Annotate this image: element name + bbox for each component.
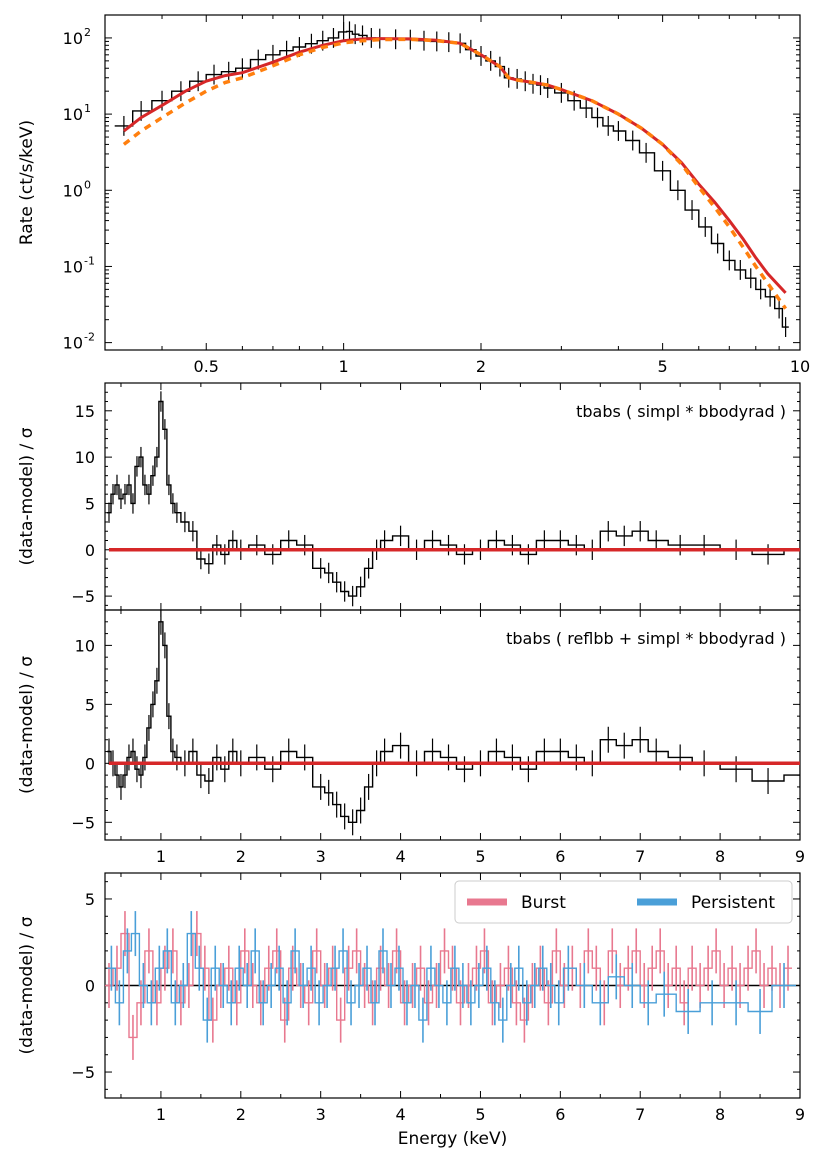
y-tick-exponent: 0 <box>84 178 91 191</box>
y-tick-exponent: -2 <box>84 331 95 344</box>
x-tick-label: 0.5 <box>194 357 219 376</box>
y-tick-exponent: 2 <box>84 26 91 39</box>
y-tick-label: 15 <box>75 402 95 421</box>
y-tick-label: 10 <box>63 257 83 276</box>
persistent-series <box>107 911 796 1043</box>
x-tick-label: 8 <box>715 847 725 866</box>
data-series <box>107 610 800 836</box>
y-axis-label: (data-model) / σ <box>17 427 37 565</box>
x-tick-label: 3 <box>316 847 326 866</box>
legend-label: Burst <box>521 893 566 913</box>
x-tick-label: 3 <box>316 1105 326 1124</box>
y-axis-label: (data-model) / σ <box>17 656 37 794</box>
y-tick-label: 10 <box>63 29 83 48</box>
data-series <box>107 391 800 607</box>
y-tick-label: 10 <box>63 334 83 353</box>
residuals-panel-2: 1 2 3 4 5 6 7 8 9 −5 0 5 10 (data-model) / σ tbabs ( r… <box>17 609 805 866</box>
model-annotation: tbabs ( reflbb + simpl * bbodyrad ) <box>506 629 786 648</box>
y-tick-exponent: 1 <box>84 102 91 115</box>
residuals-panel-3: 1 2 3 4 5 6 7 8 9 −5 0 5 (data-model) / σ Energy (keV… <box>17 872 805 1149</box>
legend-box <box>454 880 793 924</box>
x-tick-label: 2 <box>236 1105 246 1124</box>
x-tick-label: 5 <box>658 357 668 376</box>
x-tick-label: 5 <box>475 847 485 866</box>
y-tick-label: 5 <box>85 494 95 513</box>
x-tick-label: 9 <box>795 1105 805 1124</box>
residuals-panel-1: −5 0 5 10 15 (data-model) / σ tbabs ( simpl * … <box>17 382 801 611</box>
y-tick-label: 10 <box>75 636 95 655</box>
y-axis-label: (data-model) / σ <box>17 916 37 1054</box>
data-steps <box>107 621 800 823</box>
x-tick-label: 7 <box>635 847 645 866</box>
y-tick-label: 0 <box>85 754 95 773</box>
y-tick-label: 5 <box>85 695 95 714</box>
y-tick-label: −5 <box>71 813 95 832</box>
data-steps <box>107 400 800 597</box>
x-tick-label: 1 <box>156 847 166 866</box>
x-tick-label: 1 <box>156 1105 166 1124</box>
plot-frame <box>104 14 801 351</box>
data-series <box>114 21 789 337</box>
x-tick-label: 4 <box>395 1105 405 1124</box>
x-tick-label: 2 <box>476 357 486 376</box>
plot-frame <box>104 609 801 841</box>
data-steps <box>114 30 789 328</box>
x-tick-label: 7 <box>635 1105 645 1124</box>
y-axis-label: Rate (ct/s/keV) <box>17 120 37 245</box>
model-curve <box>122 37 787 294</box>
residual-steps <box>107 932 796 1021</box>
y-tick-label: 5 <box>85 890 95 909</box>
x-axis-label: Energy (keV) <box>398 1129 508 1149</box>
legend-label: Persistent <box>691 893 775 913</box>
x-tick-label: 6 <box>555 1105 565 1124</box>
y-tick-label: 10 <box>63 181 83 200</box>
x-tick-label: 5 <box>475 1105 485 1124</box>
y-tick-label: 0 <box>85 541 95 560</box>
x-tick-label: 6 <box>555 847 565 866</box>
x-tick-label: 1 <box>339 357 349 376</box>
x-tick-label: 4 <box>395 847 405 866</box>
x-tick-label: 10 <box>790 357 810 376</box>
y-tick-label: −5 <box>71 587 95 606</box>
model-curve-dashed <box>122 37 788 310</box>
legend: Burst Persistent <box>454 880 793 924</box>
y-tick-label: 10 <box>63 105 83 124</box>
x-tick-label: 9 <box>795 847 805 866</box>
y-tick-exponent: -1 <box>84 254 95 267</box>
y-tick-label: −5 <box>71 1063 95 1082</box>
y-tick-label: 0 <box>85 977 95 996</box>
y-tick-label: 10 <box>75 448 95 467</box>
x-tick-label: 8 <box>715 1105 725 1124</box>
x-tick-label: 2 <box>236 847 246 866</box>
model-annotation: tbabs ( simpl * bbodyrad ) <box>576 402 786 421</box>
